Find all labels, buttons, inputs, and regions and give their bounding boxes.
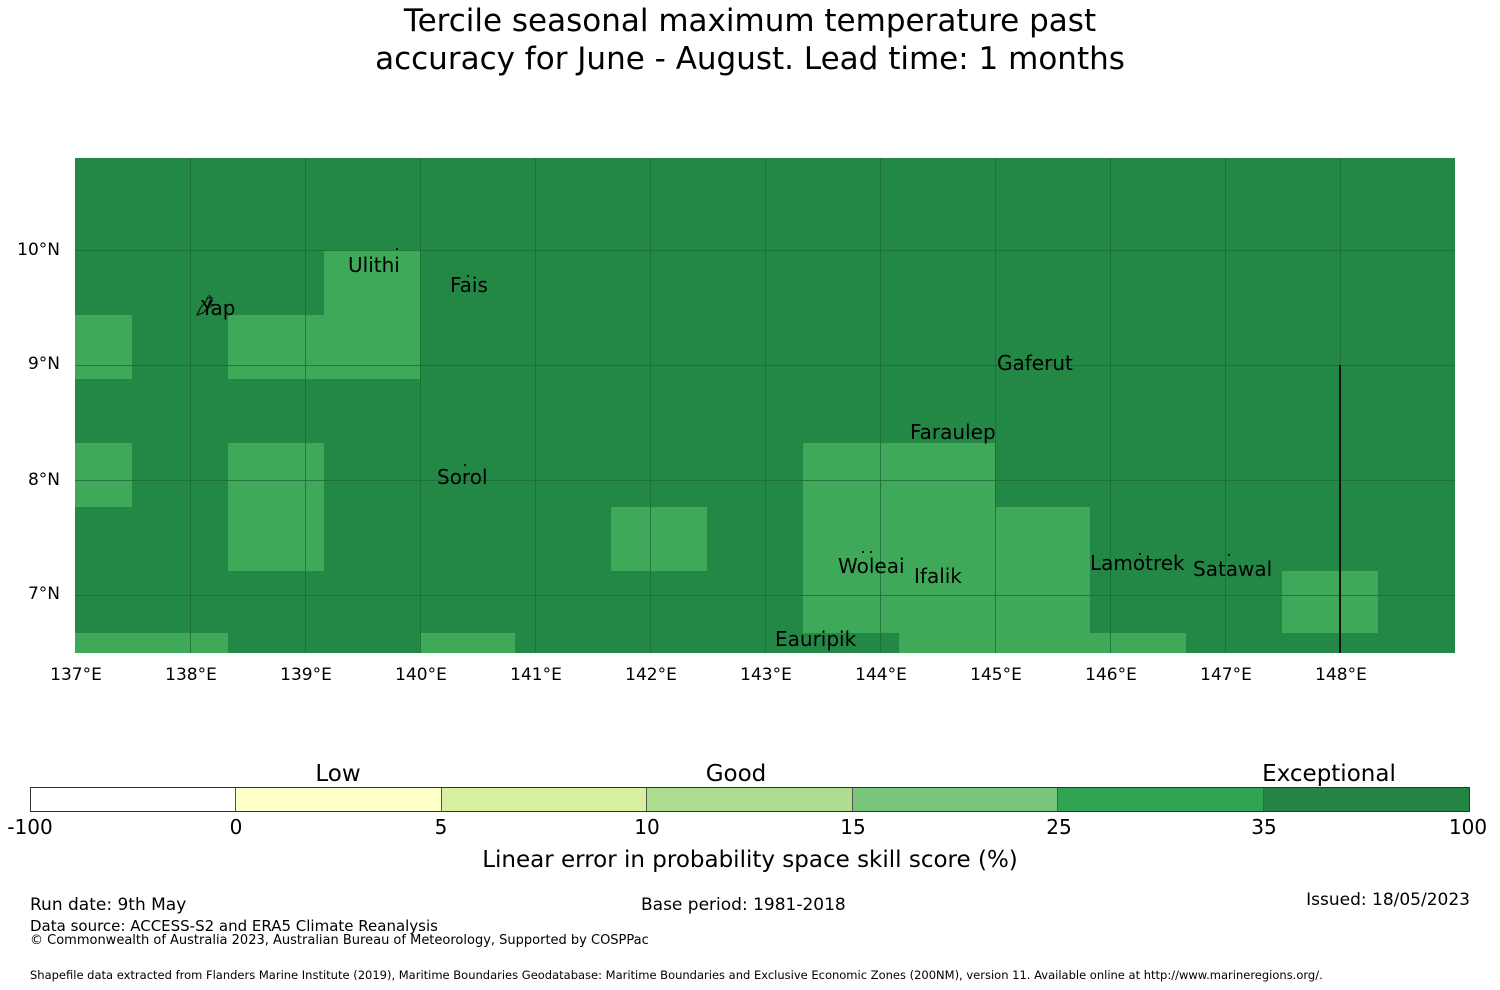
lon-label-139e: 139°E	[280, 665, 332, 685]
island-dot	[870, 551, 872, 553]
place-faraulep: Faraulep	[910, 420, 996, 444]
meridian-line	[880, 158, 881, 653]
lon-label-141e: 141°E	[510, 665, 562, 685]
copyright-notice: © Commonwealth of Australia 2023, Austra…	[30, 933, 649, 948]
lon-label-143e: 143°E	[740, 665, 792, 685]
run-date: Run date: 9th May	[30, 895, 187, 915]
colorbar-category-good: Good	[705, 761, 767, 787]
island-dot	[1139, 553, 1141, 555]
title-line-1: Tercile seasonal maximum temperature pas…	[403, 3, 1097, 39]
place-yap: Yap	[201, 296, 236, 320]
colorbar-segment	[1263, 788, 1469, 811]
skill-cell	[75, 633, 228, 653]
colorbar-tick: 5	[434, 815, 448, 839]
lon-label-147e: 147°E	[1200, 665, 1252, 685]
lon-label-142e: 142°E	[625, 665, 677, 685]
meridian-line	[1225, 158, 1226, 653]
skill-map: Ulithi Fais Yap Gaferut Faraulep Sorol W…	[75, 158, 1455, 653]
colorbar-tick: 25	[1046, 815, 1072, 839]
colorbar-tick: 100	[1448, 815, 1488, 839]
yap-island-icon	[195, 294, 215, 317]
lon-label-146e: 146°E	[1085, 665, 1137, 685]
island-dot	[467, 275, 469, 277]
meridian-line	[1110, 158, 1111, 653]
meridian-line	[305, 158, 306, 653]
parallel-line	[75, 365, 1455, 366]
skill-cell	[611, 507, 707, 571]
lat-label-9n: 9°N	[27, 354, 60, 374]
base-period: Base period: 1981-2018	[641, 895, 846, 915]
data-source: Data source: ACCESS-S2 and ERA5 Climate …	[30, 917, 438, 935]
lon-label-138e: 138°E	[165, 665, 217, 685]
lon-label-140e: 140°E	[395, 665, 447, 685]
island-dot	[464, 464, 466, 466]
place-sorol: Sorol	[437, 465, 488, 489]
skill-cell	[1282, 571, 1378, 633]
skill-cell	[899, 633, 995, 653]
meridian-line	[995, 158, 996, 653]
lat-label-7n: 7°N	[27, 584, 60, 604]
skill-cell	[228, 315, 420, 379]
skill-cell	[420, 633, 515, 653]
place-gaferut: Gaferut	[997, 351, 1073, 375]
meridian-line	[190, 158, 191, 653]
colorbar-segment	[236, 788, 442, 811]
place-eauripik: Eauripik	[775, 627, 857, 651]
colorbar-segment	[647, 788, 853, 811]
island-dot	[862, 551, 864, 553]
colorbar-segment	[441, 788, 648, 811]
parallel-line	[75, 595, 1455, 596]
colorbar-tick: 35	[1251, 815, 1277, 839]
skill-cell	[995, 507, 1090, 653]
skill-cell	[228, 443, 324, 571]
colorbar-tick: 15	[840, 815, 866, 839]
colorbar	[30, 787, 1470, 812]
shapefile-credit: Shapefile data extracted from Flanders M…	[30, 968, 1323, 982]
colorbar-segment	[31, 788, 237, 811]
colorbar-category-low: Low	[315, 761, 361, 787]
skill-cell	[803, 443, 995, 633]
place-fais: Fais	[450, 273, 488, 297]
skill-cell	[1090, 633, 1186, 653]
issued-date: Issued: 18/05/2023	[1306, 890, 1470, 910]
lon-label-137e: 137°E	[50, 665, 102, 685]
chart-title: Tercile seasonal maximum temperature pas…	[0, 2, 1500, 78]
lat-label-8n: 8°N	[27, 470, 60, 490]
colorbar-label: Linear error in probability space skill …	[482, 847, 1018, 873]
place-ulithi: Ulithi	[348, 253, 400, 277]
skill-cell	[75, 315, 132, 379]
meridian-line	[420, 158, 421, 653]
island-dot	[396, 248, 398, 250]
skill-cell	[324, 250, 420, 316]
parallel-line	[75, 250, 1455, 251]
place-ifalik: Ifalik	[914, 564, 962, 588]
skill-cell	[75, 443, 132, 507]
parallel-line	[75, 480, 1455, 481]
meridian-line	[765, 158, 766, 653]
colorbar-segment	[1058, 788, 1264, 811]
lon-label-148e: 148°E	[1315, 665, 1367, 685]
place-woleai: Woleai	[838, 554, 905, 578]
colorbar-tick: 0	[229, 815, 243, 839]
place-lamotrek: Lamotrek	[1090, 551, 1185, 575]
lon-label-144e: 144°E	[855, 665, 907, 685]
colorbar-segment	[852, 788, 1059, 811]
eez-boundary-line	[1339, 365, 1341, 653]
title-line-2: accuracy for June - August. Lead time: 1…	[375, 41, 1125, 77]
colorbar-category-exceptional: Exceptional	[1262, 761, 1396, 787]
meridian-line	[650, 158, 651, 653]
place-satawal: Satawal	[1193, 557, 1273, 581]
colorbar-tick: -100	[7, 815, 53, 839]
lon-label-145e: 145°E	[970, 665, 1022, 685]
meridian-line	[535, 158, 536, 653]
island-dot	[1228, 554, 1230, 556]
colorbar-tick: 10	[634, 815, 660, 839]
lat-label-10n: 10°N	[17, 240, 60, 260]
